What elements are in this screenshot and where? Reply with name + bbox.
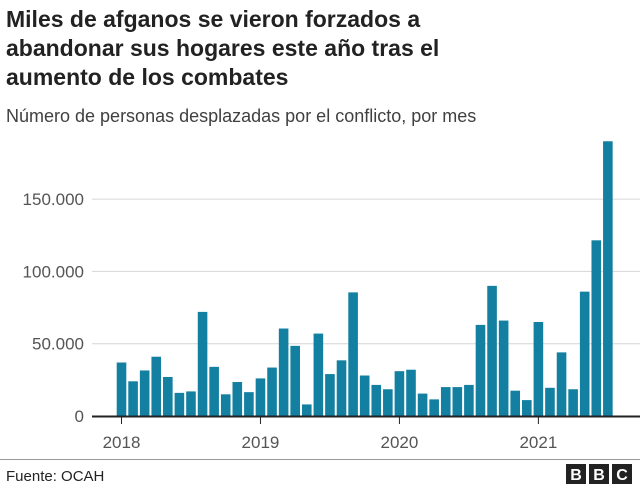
svg-text:C: C (616, 467, 628, 484)
chart-title-line-1: Miles de afganos se vieron forzados a (6, 6, 420, 32)
bar-2019-06 (313, 333, 324, 416)
bar-2020-02 (406, 369, 416, 416)
x-axis: 2018 2019 2020 2021 (103, 417, 557, 452)
bar-2018-01 (116, 362, 127, 416)
bar-2019-08 (336, 360, 347, 416)
x-tick-label: 2021 (519, 433, 557, 452)
bar-2018-03 (139, 370, 150, 416)
bar-2020-04 (429, 399, 439, 416)
bar-2019-01 (255, 378, 266, 416)
svg-text:B: B (570, 467, 582, 484)
bar-2018-09 (209, 366, 219, 416)
bar-2021-05 (579, 291, 590, 416)
x-tick-label: 2019 (242, 433, 280, 452)
chart-title-line-3: aumento de los combates (6, 64, 288, 90)
y-tick-label: 100.000 (23, 262, 84, 281)
source-note: Fuente: OCAH (6, 468, 104, 485)
bar-2019-10 (359, 375, 370, 416)
bar-2020-11 (510, 390, 521, 416)
y-tick-label: 150.000 (23, 190, 84, 209)
bar-2020-01 (394, 371, 405, 416)
bar-2019-07 (325, 374, 335, 416)
bar-2018-07 (186, 391, 196, 416)
bar-2018-11 (232, 382, 243, 416)
bar-2019-05 (301, 404, 312, 416)
y-tick-label: 50.000 (32, 335, 84, 354)
bar-2021-06 (591, 240, 602, 416)
bar-2020-12 (522, 400, 532, 416)
chart-subtitle: Número de personas desplazadas por el co… (6, 106, 476, 126)
bar-2018-04 (151, 356, 162, 416)
bar-2020-08 (475, 324, 486, 416)
gridlines: 0 50.000 100.000 150.000 (23, 190, 640, 426)
bar-2019-12 (383, 389, 393, 416)
bar-2021-04 (568, 389, 578, 416)
bar-2018-02 (128, 381, 138, 416)
bar-2019-02 (267, 367, 277, 416)
bar-2019-09 (348, 292, 358, 416)
bar-2021-01 (533, 322, 544, 416)
bar-2021-03 (556, 352, 567, 416)
bars (116, 141, 613, 416)
bar-2021-02 (545, 387, 555, 416)
bar-2019-04 (290, 345, 300, 416)
bar-2020-06 (452, 387, 463, 416)
bar-2021-07 (603, 141, 613, 416)
bar-2018-06 (174, 392, 185, 416)
bar-2020-10 (498, 320, 509, 416)
bar-2019-11 (371, 384, 382, 416)
bar-2020-07 (464, 384, 474, 416)
bar-2020-05 (440, 387, 451, 416)
bar-2018-10 (220, 394, 231, 416)
svg-text:B: B (593, 467, 605, 484)
bar-2018-12 (244, 392, 254, 416)
bar-2018-05 (163, 376, 173, 416)
bar-2018-08 (197, 311, 208, 416)
y-tick-label: 0 (75, 407, 84, 426)
bar-2020-03 (417, 393, 428, 416)
bar-2020-09 (487, 285, 497, 416)
x-tick-label: 2018 (103, 433, 141, 452)
chart-title-line-2: abandonar sus hogares este año tras el (6, 35, 439, 61)
bbc-logo: B B C (566, 464, 632, 484)
bar-2019-03 (278, 328, 289, 416)
x-tick-label: 2020 (381, 433, 419, 452)
